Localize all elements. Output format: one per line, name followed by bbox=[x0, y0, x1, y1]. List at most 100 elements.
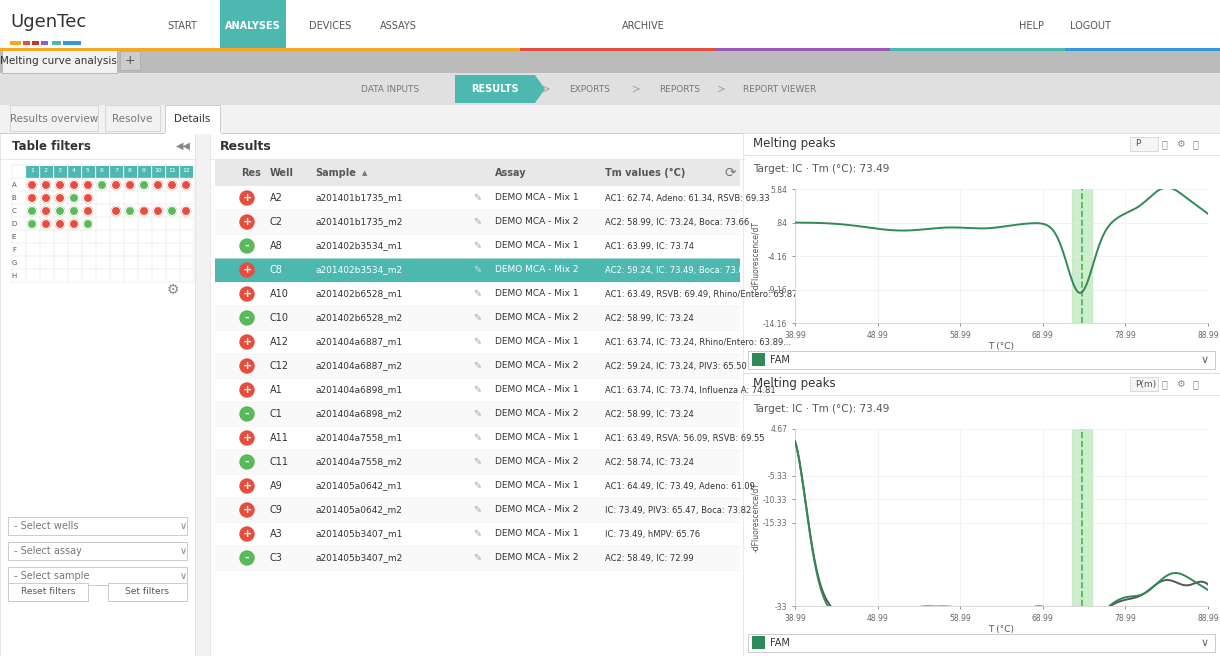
Text: a201402b3534_m1: a201402b3534_m1 bbox=[315, 241, 403, 251]
Bar bbox=[68, 166, 81, 178]
Circle shape bbox=[111, 207, 121, 216]
Text: -: - bbox=[245, 313, 249, 323]
Bar bbox=[215, 282, 741, 306]
Circle shape bbox=[70, 180, 78, 190]
Circle shape bbox=[240, 263, 254, 277]
Bar bbox=[23, 41, 30, 45]
Text: ✎: ✎ bbox=[473, 361, 481, 371]
Text: ✎: ✎ bbox=[473, 481, 481, 491]
Bar bbox=[215, 306, 741, 330]
Bar bbox=[181, 166, 193, 178]
Text: 6: 6 bbox=[100, 169, 104, 173]
Bar bbox=[63, 41, 81, 45]
Circle shape bbox=[83, 180, 93, 190]
Circle shape bbox=[55, 194, 65, 203]
Text: Target: IC · Tm (°C): 73.49: Target: IC · Tm (°C): 73.49 bbox=[753, 164, 889, 174]
Bar bbox=[120, 51, 140, 70]
Bar bbox=[41, 41, 48, 45]
Bar bbox=[26, 166, 39, 178]
Text: ⚙: ⚙ bbox=[167, 283, 179, 297]
Text: ✎: ✎ bbox=[473, 217, 481, 227]
Text: a201402b3534_m2: a201402b3534_m2 bbox=[315, 266, 403, 274]
Circle shape bbox=[126, 207, 134, 216]
Text: DEMO MCA - Mix 2: DEMO MCA - Mix 2 bbox=[495, 361, 578, 371]
Text: RESULTS: RESULTS bbox=[471, 84, 518, 94]
Text: +: + bbox=[243, 193, 251, 203]
Circle shape bbox=[240, 455, 254, 469]
Text: 💾: 💾 bbox=[1161, 379, 1168, 389]
Text: C9: C9 bbox=[270, 505, 283, 515]
Text: 12: 12 bbox=[182, 169, 190, 173]
Circle shape bbox=[41, 207, 50, 216]
Bar bbox=[0, 73, 1220, 105]
Bar bbox=[215, 330, 741, 354]
Bar bbox=[10, 105, 98, 131]
Bar bbox=[220, 0, 285, 48]
Bar bbox=[748, 351, 1215, 369]
Text: DEMO MCA - Mix 1: DEMO MCA - Mix 1 bbox=[495, 482, 578, 491]
Text: A1: A1 bbox=[270, 385, 283, 395]
Text: - Select sample: - Select sample bbox=[13, 571, 89, 581]
Text: ✎: ✎ bbox=[473, 457, 481, 467]
Text: Results overview: Results overview bbox=[10, 114, 98, 124]
Bar bbox=[138, 166, 151, 178]
Text: ✎: ✎ bbox=[473, 553, 481, 563]
Bar bbox=[210, 133, 745, 656]
Text: ⟳: ⟳ bbox=[725, 166, 736, 180]
Circle shape bbox=[55, 207, 65, 216]
Circle shape bbox=[139, 180, 149, 190]
Text: A2: A2 bbox=[270, 193, 283, 203]
Text: AC2: 59.24, IC: 73.49, Boca: 73.81: AC2: 59.24, IC: 73.49, Boca: 73.81 bbox=[605, 266, 749, 274]
Bar bbox=[96, 166, 109, 178]
Circle shape bbox=[41, 220, 50, 228]
Text: ✎: ✎ bbox=[473, 241, 481, 251]
Text: DEMO MCA - Mix 1: DEMO MCA - Mix 1 bbox=[495, 529, 578, 539]
Circle shape bbox=[240, 479, 254, 493]
Text: ▲: ▲ bbox=[362, 170, 367, 176]
Text: ✎: ✎ bbox=[473, 385, 481, 395]
Text: a201405b3407_m2: a201405b3407_m2 bbox=[315, 554, 403, 562]
Text: REPORT VIEWER: REPORT VIEWER bbox=[743, 85, 816, 94]
Circle shape bbox=[154, 180, 162, 190]
Text: AC1: 63.74, IC: 73.74, Influenza A: 74.81: AC1: 63.74, IC: 73.74, Influenza A: 74.8… bbox=[605, 386, 776, 394]
Text: DEMO MCA - Mix 2: DEMO MCA - Mix 2 bbox=[495, 457, 578, 466]
Text: DEMO MCA - Mix 2: DEMO MCA - Mix 2 bbox=[495, 266, 578, 274]
Text: C12: C12 bbox=[270, 361, 289, 371]
Bar bbox=[166, 166, 179, 178]
Text: AC2: 58.49, IC: 72.99: AC2: 58.49, IC: 72.99 bbox=[605, 554, 694, 562]
Text: UgenTec: UgenTec bbox=[10, 12, 87, 31]
Text: F: F bbox=[12, 247, 16, 253]
Text: P(m): P(m) bbox=[1135, 380, 1157, 388]
Circle shape bbox=[240, 287, 254, 301]
Circle shape bbox=[240, 359, 254, 373]
Circle shape bbox=[182, 207, 190, 216]
Circle shape bbox=[98, 180, 106, 190]
Bar bbox=[743, 373, 1220, 395]
Circle shape bbox=[240, 215, 254, 229]
Text: 🔍: 🔍 bbox=[1192, 379, 1198, 389]
Text: A10: A10 bbox=[270, 289, 289, 299]
Text: a201402b6528_m1: a201402b6528_m1 bbox=[315, 289, 403, 298]
Bar bbox=[1130, 377, 1158, 391]
Bar bbox=[105, 105, 160, 131]
Text: ∨: ∨ bbox=[179, 571, 187, 581]
Bar bbox=[40, 166, 52, 178]
Bar bbox=[752, 353, 765, 366]
Bar bbox=[32, 41, 39, 45]
Text: Well: Well bbox=[270, 168, 294, 178]
Y-axis label: -dFluorescence/dT: -dFluorescence/dT bbox=[752, 483, 760, 552]
Text: A12: A12 bbox=[270, 337, 289, 347]
Text: ✎: ✎ bbox=[473, 289, 481, 299]
Text: A11: A11 bbox=[270, 433, 289, 443]
Text: E: E bbox=[12, 234, 16, 240]
Bar bbox=[10, 41, 21, 45]
Bar bbox=[9, 517, 187, 535]
Text: a201404a6898_m1: a201404a6898_m1 bbox=[315, 386, 403, 394]
Text: AC2: 58.74, IC: 73.24: AC2: 58.74, IC: 73.24 bbox=[605, 457, 694, 466]
Bar bbox=[82, 166, 95, 178]
Text: 7: 7 bbox=[113, 169, 118, 173]
Text: a201404a7558_m1: a201404a7558_m1 bbox=[315, 434, 403, 443]
Text: a201404a6887_m2: a201404a6887_m2 bbox=[315, 361, 403, 371]
Text: ARCHIVE: ARCHIVE bbox=[622, 22, 665, 31]
Text: A3: A3 bbox=[270, 529, 283, 539]
